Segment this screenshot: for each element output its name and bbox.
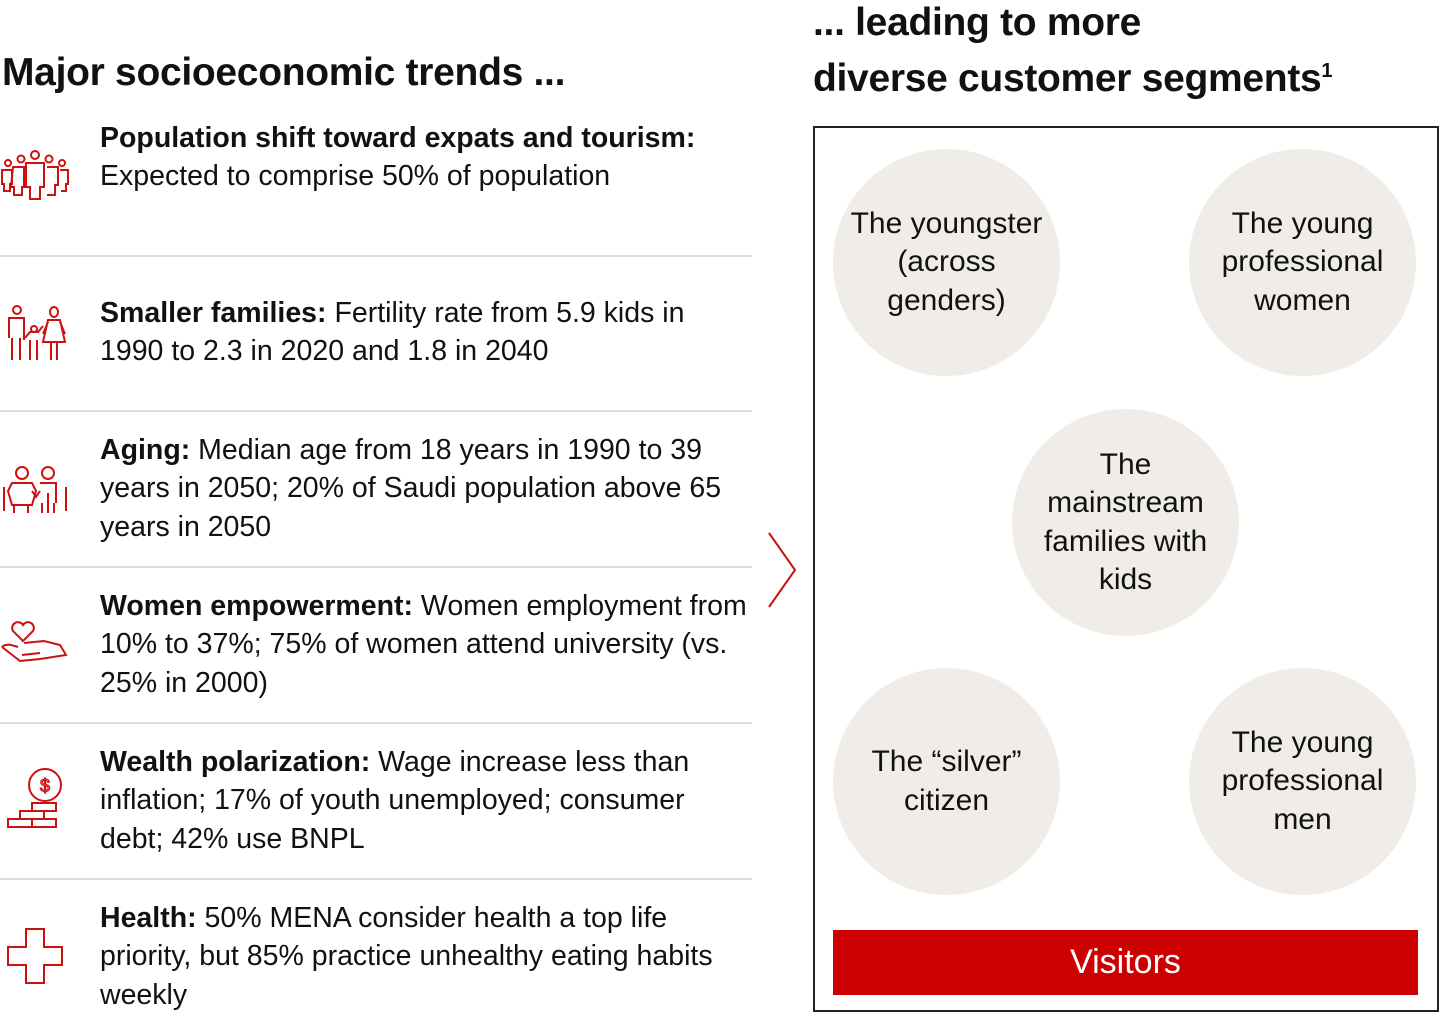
right-title-line2-wrap: diverse customer segments1 bbox=[813, 47, 1333, 103]
segment-mainstream-families: The mainstream families with kids bbox=[1012, 409, 1239, 636]
segment-young-professional-men: The young professional men bbox=[1189, 668, 1416, 895]
divider bbox=[0, 410, 752, 412]
right-title: ... leading to more diverse customer seg… bbox=[813, 0, 1333, 103]
chevron-right-icon bbox=[768, 532, 797, 608]
footnote-marker: 1 bbox=[1321, 60, 1333, 82]
trend-text: Health: 50% MENA consider health a top l… bbox=[100, 899, 750, 1014]
group-of-people-icon bbox=[0, 149, 72, 221]
trend-bold: Aging: bbox=[100, 434, 191, 466]
trend-text: Aging: Median age from 18 years in 1990 … bbox=[100, 431, 750, 546]
medical-cross-icon bbox=[0, 927, 72, 999]
segment-silver-citizen: The “silver” citizen bbox=[833, 668, 1060, 895]
divider bbox=[0, 722, 752, 724]
trend-detail: Women employment from 10% to 37%; 75% of… bbox=[100, 590, 747, 699]
trend-bold: Health: bbox=[100, 902, 197, 934]
trend-bold: Smaller families: bbox=[100, 297, 327, 329]
family-icon bbox=[0, 302, 72, 374]
trend-text: Wealth polarization: Wage increase less … bbox=[100, 743, 750, 858]
divider bbox=[0, 878, 752, 880]
trend-bold: Population shift toward expats and touri… bbox=[100, 122, 696, 154]
visitors-bar: Visitors bbox=[833, 930, 1418, 995]
segments-panel bbox=[813, 126, 1439, 1012]
heart-in-hand-icon bbox=[0, 619, 72, 691]
trend-detail: Fertility rate from 5.9 kids in 1990 to … bbox=[100, 297, 685, 368]
trend-text: Population shift toward expats and touri… bbox=[100, 119, 750, 196]
divider bbox=[0, 255, 752, 257]
right-title-line2: diverse customer segments bbox=[813, 57, 1322, 100]
right-title-line1: ... leading to more bbox=[813, 1, 1142, 44]
trend-bold: Women empowerment: bbox=[100, 590, 414, 622]
coin-on-bricks-icon: $ bbox=[0, 767, 72, 839]
trend-detail: Expected to comprise 50% of population bbox=[100, 160, 611, 193]
trend-detail: 50% MENA consider health a top life prio… bbox=[100, 902, 713, 1011]
trend-text: Smaller families: Fertility rate from 5.… bbox=[100, 294, 750, 371]
trend-bold: Wealth polarization: bbox=[100, 746, 371, 778]
svg-text:$: $ bbox=[40, 776, 50, 796]
left-title: Major socioeconomic trends ... bbox=[2, 51, 566, 94]
trend-text: Women empowerment: Women employment from… bbox=[100, 587, 750, 702]
trend-detail: Wage increase less than inflation; 17% o… bbox=[100, 746, 690, 855]
elderly-couple-icon bbox=[0, 463, 72, 535]
segment-young-professional-women: The young professional women bbox=[1189, 149, 1416, 376]
divider bbox=[0, 566, 752, 568]
segment-youngster: The youngster (across genders) bbox=[833, 149, 1060, 376]
trend-detail: Median age from 18 years in 1990 to 39 y… bbox=[100, 434, 722, 543]
